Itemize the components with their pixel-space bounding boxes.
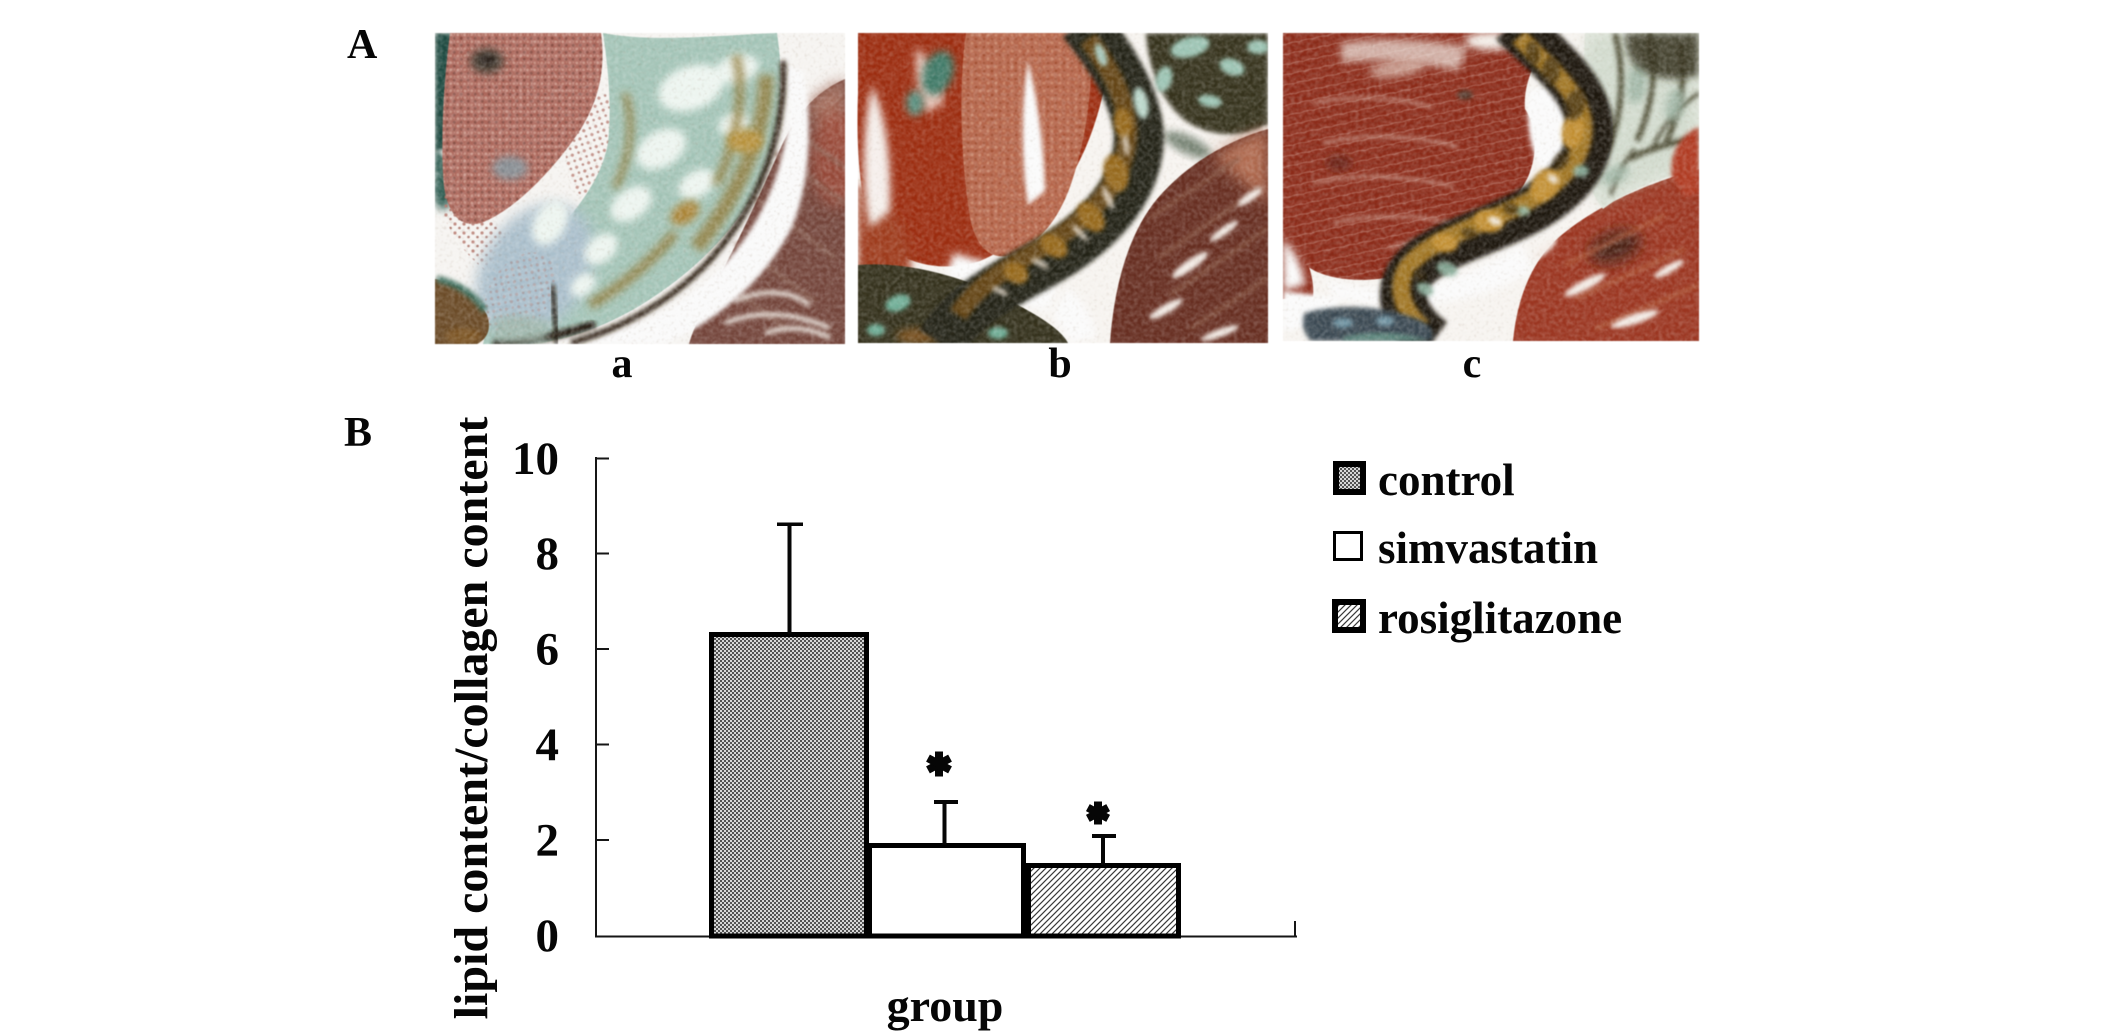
svg-text:4: 4 [536,719,560,771]
svg-text:a: a [612,341,633,387]
svg-text:rosiglitazone: rosiglitazone [1378,593,1622,643]
svg-text:simvastatin: simvastatin [1378,523,1598,573]
svg-text:lipid content/collagen content: lipid content/collagen content [445,417,498,1020]
svg-text:2: 2 [536,815,560,867]
svg-text:A: A [347,22,378,68]
svg-text:6: 6 [536,624,560,676]
svg-text:b: b [1048,341,1071,387]
svg-text:c: c [1463,341,1482,387]
svg-text:0: 0 [536,910,560,962]
svg-text:B: B [344,410,372,456]
svg-text:group: group [887,980,1004,1031]
svg-text:control: control [1378,455,1515,505]
svg-text:10: 10 [512,433,559,485]
svg-text:8: 8 [536,528,560,580]
